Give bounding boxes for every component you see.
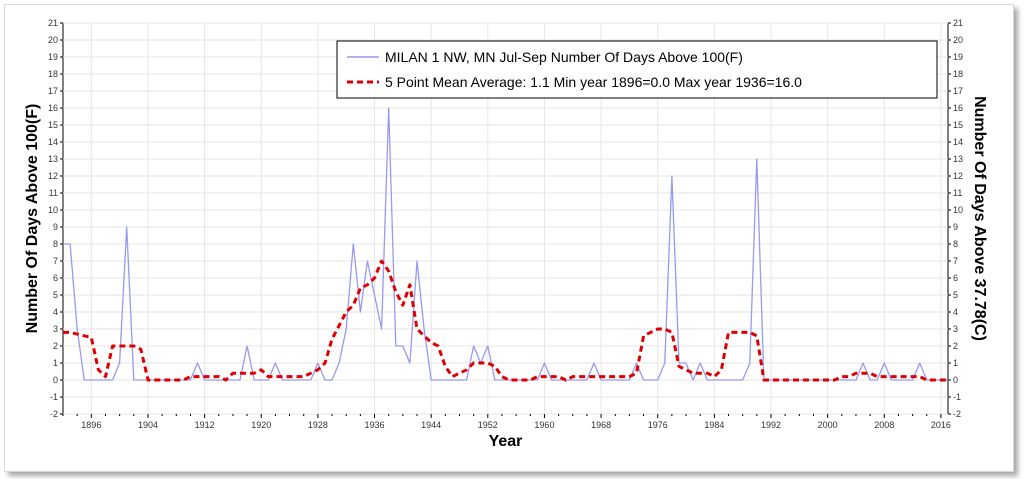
y-tick-label-right: 3 — [953, 324, 958, 334]
legend: MILAN 1 NW, MN Jul-Sep Number Of Days Ab… — [336, 40, 938, 99]
x-tick-label: 2000 — [818, 420, 838, 430]
y-tick-label-right: 15 — [953, 120, 963, 130]
legend-label: MILAN 1 NW, MN Jul-Sep Number Of Days Ab… — [385, 49, 743, 65]
legend-box — [336, 40, 938, 99]
y-tick-label-right: 19 — [953, 52, 963, 62]
x-tick-label: 1896 — [81, 420, 101, 430]
x-tick-label: 1992 — [761, 420, 781, 430]
y-tick-label-left: 0 — [53, 375, 58, 385]
x-tick-label: 1920 — [251, 420, 271, 430]
x-tick-label: 1904 — [138, 420, 158, 430]
y-tick-label-left: 18 — [48, 69, 58, 79]
y-tick-label-left: 8 — [53, 239, 58, 249]
y-tick-label-left: 20 — [48, 35, 58, 45]
y-tick-label-left: 3 — [53, 324, 58, 334]
series-line-5-point-mean — [63, 259, 948, 382]
x-axis-title: Year — [489, 433, 523, 450]
y-axis-title-left: Number Of Days Above 100(F) — [24, 104, 41, 334]
y-tick-label-left: 15 — [48, 120, 58, 130]
y-tick-label-right: 12 — [953, 171, 963, 181]
gridlines — [63, 22, 948, 415]
y-tick-label-left: 16 — [48, 103, 58, 113]
y-tick-label-right: 17 — [953, 86, 963, 96]
y-tick-label-right: -2 — [953, 409, 961, 419]
y-tick-label-right: 20 — [953, 35, 963, 45]
y-tick-label-left: 14 — [48, 137, 58, 147]
y-tick-label-right: 16 — [953, 103, 963, 113]
series-line-days-above-100f — [63, 107, 948, 381]
y-tick-label-right: 11 — [953, 188, 962, 198]
y-tick-label-left: 13 — [48, 154, 58, 164]
y-tick-label-left: 19 — [48, 52, 58, 62]
y-tick-label-right: 18 — [953, 69, 963, 79]
y-tick-label-left: 6 — [53, 273, 58, 283]
y-tick-label-left: 12 — [48, 171, 58, 181]
y-tick-label-right: 6 — [953, 273, 958, 283]
y-tick-label-left: 4 — [53, 307, 58, 317]
chart-frame: -2 -2 -1 -1 0 0 1 1 2 2 3 3 4 4 5 5 6 6 7 7 8 8 9 9 10 10 11 11 12 12… — [4, 4, 1014, 472]
y-tick-label-right: 0 — [953, 375, 958, 385]
x-tick-label: 2016 — [931, 420, 951, 430]
y-tick-label-left: 7 — [53, 256, 58, 266]
y-tick-label-right: -1 — [953, 392, 961, 402]
y-tick-label-right: 13 — [953, 154, 963, 164]
x-tick-label: 1928 — [308, 420, 328, 430]
y-tick-label-right: 9 — [953, 222, 958, 232]
series-lines — [63, 107, 948, 382]
y-tick-label-left: 10 — [48, 205, 58, 215]
x-tick-label: 1984 — [704, 420, 724, 430]
x-tick-label: 1960 — [534, 420, 554, 430]
legend-label: 5 Point Mean Average: 1.1 Min year 1896=… — [385, 74, 802, 90]
y-tick-label-right: 21 — [953, 18, 963, 28]
x-tick-label: 1976 — [648, 420, 668, 430]
y-tick-label-left: 1 — [53, 358, 58, 368]
y-axis-title-right: Number Of Days Above 37.78(C) — [971, 96, 988, 341]
y-tick-label-right: 7 — [953, 256, 958, 266]
x-tick-label: 1952 — [478, 420, 498, 430]
y-tick-label-right: 5 — [953, 290, 958, 300]
y-tick-label-left: -2 — [50, 409, 58, 419]
y-tick-label-right: 10 — [953, 205, 963, 215]
y-tick-label-right: 4 — [953, 307, 958, 317]
y-tick-label-right: 1 — [953, 358, 958, 368]
y-tick-label-right: 8 — [953, 239, 958, 249]
y-tick-label-left: -1 — [50, 392, 58, 402]
y-tick-label-left: 9 — [53, 222, 58, 232]
x-tick-label: 1936 — [365, 420, 385, 430]
y-tick-label-left: 11 — [49, 188, 58, 198]
y-tick-label-left: 21 — [48, 18, 58, 28]
y-tick-label-right: 14 — [953, 137, 963, 147]
x-tick-label: 1912 — [195, 420, 215, 430]
y-tick-label-left: 2 — [53, 341, 58, 351]
y-tick-label-left: 17 — [48, 86, 58, 96]
x-tick-label: 2008 — [874, 420, 894, 430]
x-tick-label: 1944 — [421, 420, 441, 430]
y-tick-label-left: 5 — [53, 290, 58, 300]
y-tick-label-right: 2 — [953, 341, 958, 351]
x-tick-label: 1968 — [591, 420, 611, 430]
